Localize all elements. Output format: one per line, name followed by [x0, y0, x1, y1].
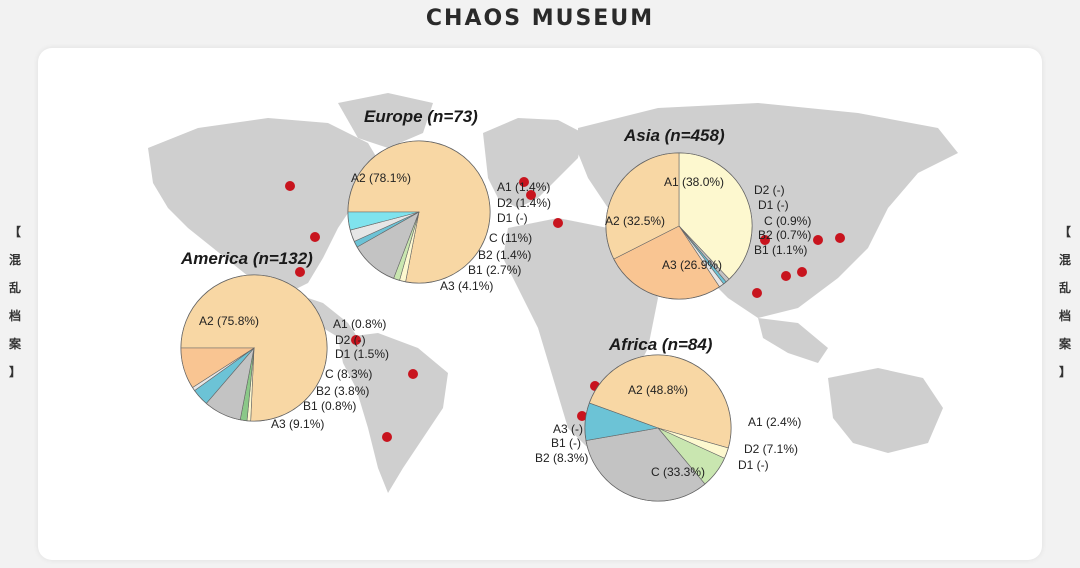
- pie-chart-asia: Asia (n=458) A1 (38.0%) D2 (-)D1 (-) C (0.9…: [605, 126, 811, 300]
- side-char: 【: [8, 225, 21, 239]
- side-char: 】: [1058, 365, 1071, 379]
- sample-site-dot: [526, 190, 536, 200]
- sample-site-dot: [285, 181, 295, 191]
- sample-site-dot: [752, 288, 762, 298]
- pie-label-a1: A1 (0.8%): [333, 317, 386, 331]
- pie-label-a1: A1 (2.4%): [748, 415, 801, 429]
- pie-slice-a3: [180, 347, 256, 388]
- pie-label-a3: A3 (-): [553, 422, 583, 436]
- sample-site-dot: [835, 233, 845, 243]
- sample-site-dot: [553, 218, 563, 228]
- pie-label-a2: A2 (32.5%): [605, 214, 665, 228]
- pie-chart-africa: Africa (n=84) A2 (48.8%) A1 (2.4%) D2 (7.1%…: [535, 335, 801, 502]
- pie-label-b1: B1 (0.8%): [303, 399, 356, 413]
- side-char: 】: [8, 365, 21, 379]
- pie-label-b2: B2 (3.8%): [316, 384, 369, 398]
- side-char: 案: [1058, 337, 1071, 351]
- pie-label-c: C (33.3%): [651, 465, 705, 479]
- pie-label-d1: D1 (-): [758, 198, 789, 212]
- side-char: 【: [1058, 225, 1071, 239]
- sample-site-dot: [781, 271, 791, 281]
- pie-label-a3: A3 (9.1%): [271, 417, 324, 431]
- sample-site-dot: [351, 335, 361, 345]
- side-char: 档: [1058, 309, 1071, 323]
- pie-label-d2: D2 (-): [754, 183, 785, 197]
- pie-label-d1: D1 (-): [497, 211, 528, 225]
- pie-label-b1: B1 (1.1%): [754, 243, 807, 257]
- pie-label-d2: D2 (1.4%): [497, 196, 551, 210]
- pie-label-a3: A3 (4.1%): [440, 279, 493, 293]
- side-char: 乱: [1058, 281, 1071, 295]
- pie-label-d1: D1 (1.5%): [335, 347, 389, 361]
- sample-site-dot: [519, 177, 529, 187]
- pie-chart-america: America (n=132) A2 (75.8%) A1 (0.8%) D2 (-)…: [180, 249, 389, 431]
- landmass-europe: [483, 118, 583, 208]
- sample-site-dot: [408, 369, 418, 379]
- pie-label-d2: D2 (7.1%): [744, 442, 798, 456]
- landmass-greenland: [338, 93, 433, 148]
- pie-title: Europe (n=73): [364, 107, 478, 126]
- pie-slice-a3: [613, 225, 720, 300]
- pie-label-b2: B2 (1.4%): [478, 248, 531, 262]
- pie-label-c: C (8.3%): [325, 367, 372, 381]
- pie-label-d2: D2 (-): [335, 333, 366, 347]
- pie-title: Asia (n=458): [623, 126, 725, 145]
- sample-site-dot: [760, 235, 770, 245]
- map-card: Europe (n=73) A2 (78.1%) A1 (1.4%) D2 (1.4%…: [38, 48, 1042, 560]
- side-label-right: 【 混 乱 档 案 】: [1055, 218, 1075, 386]
- side-char: 乱: [8, 281, 21, 295]
- side-label-left: 【 混 乱 档 案 】: [5, 218, 25, 386]
- pie-label-c: C (11%): [489, 231, 532, 245]
- sample-site-dot: [813, 235, 823, 245]
- pie-label-c: C (0.9%): [764, 214, 811, 228]
- pie-label-b1: B1 (2.7%): [468, 263, 521, 277]
- pie-label-a2: A2 (78.1%): [351, 171, 411, 185]
- side-char: 案: [8, 337, 21, 351]
- pie-label-a2: A2 (75.8%): [199, 314, 259, 328]
- pie-slice-b2: [584, 402, 660, 441]
- pie-label-a3: A3 (26.9%): [662, 258, 722, 272]
- pie-title: Africa (n=84): [608, 335, 713, 354]
- pie-label-a1: A1 (1.4%): [497, 180, 550, 194]
- pie-label-b1: B1 (-): [551, 436, 581, 450]
- landmass-north-america: [148, 118, 383, 293]
- pie-label-b2: B2 (8.3%): [535, 451, 588, 465]
- landmass-south-america: [338, 333, 448, 493]
- pie-slice-c: [585, 427, 706, 502]
- sample-site-dot: [797, 267, 807, 277]
- landmass-southeast-asia: [758, 318, 828, 363]
- pie-label-a1: A1 (38.0%): [664, 175, 724, 189]
- page-title: CHAOS MUSEUM: [425, 6, 655, 31]
- dot-layer: [285, 177, 845, 442]
- pie-charts: Europe (n=73) A2 (78.1%) A1 (1.4%) D2 (1.4%…: [180, 107, 811, 502]
- world-map: Europe (n=73) A2 (78.1%) A1 (1.4%) D2 (1.4%…: [148, 93, 958, 502]
- side-char: 混: [8, 253, 21, 267]
- pie-slice-a3: [347, 211, 420, 231]
- pie-slice-a1: [678, 152, 753, 280]
- pie-label-b2: B2 (0.7%): [758, 228, 811, 242]
- sample-site-dot: [382, 432, 392, 442]
- pie-slice-a2: [589, 354, 732, 449]
- landmass-australia: [828, 368, 943, 453]
- side-char: 混: [1058, 253, 1071, 267]
- side-char: 档: [8, 309, 21, 323]
- sample-site-dot: [295, 267, 305, 277]
- pie-slice-a2: [605, 152, 680, 260]
- sample-site-dot: [310, 232, 320, 242]
- pie-label-d1: D1 (-): [738, 458, 769, 472]
- pie-chart-europe: Europe (n=73) A2 (78.1%) A1 (1.4%) D2 (1.4%…: [347, 107, 551, 293]
- pie-label-a2: A2 (48.8%): [628, 383, 688, 397]
- pie-title: America (n=132): [180, 249, 313, 268]
- sample-site-dot: [577, 411, 587, 421]
